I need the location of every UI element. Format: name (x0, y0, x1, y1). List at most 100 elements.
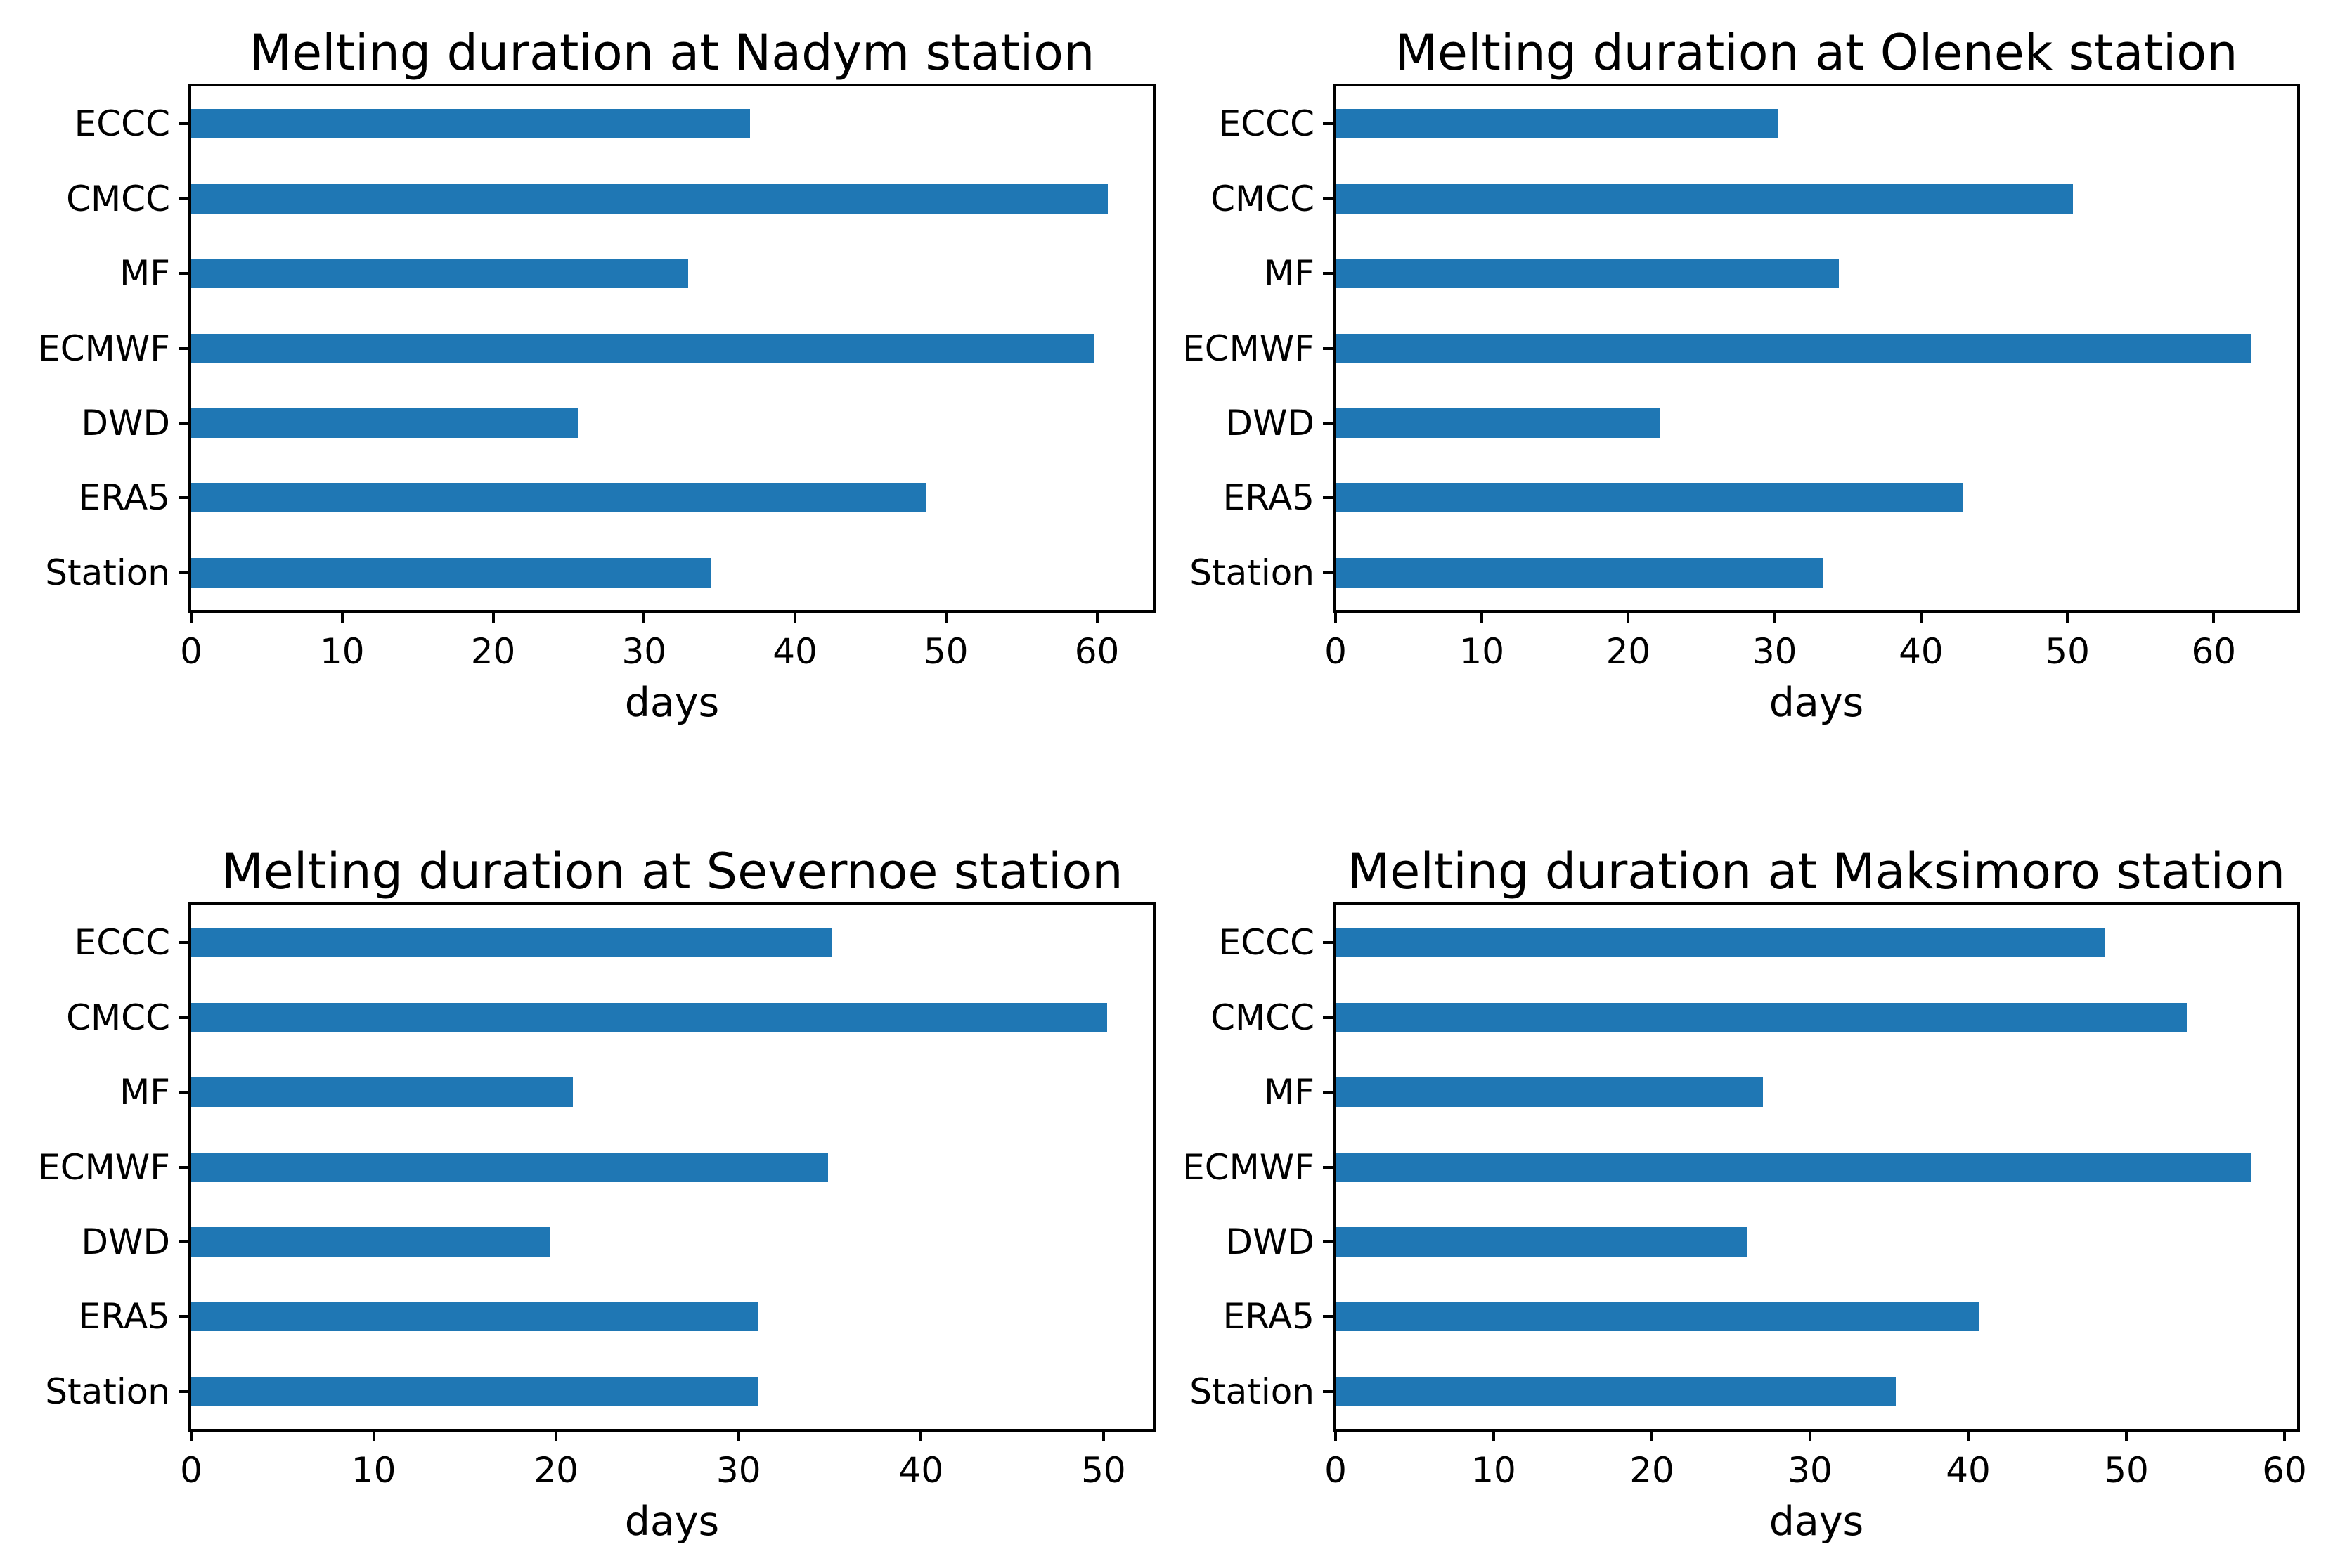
y-tick-mark (1323, 496, 1333, 500)
x-tick-label: 10 (1459, 631, 1505, 672)
y-tick-label-station: Station (45, 552, 170, 593)
y-tick-mark (179, 496, 188, 500)
y-tick-mark (1323, 346, 1333, 350)
x-tick-label: 30 (621, 631, 667, 672)
x-tick-mark (1334, 1432, 1337, 1441)
x-tick-label: 60 (1074, 631, 1120, 672)
chart-2: Melting duration at Olenek station ECCC CM… (1176, 0, 2352, 784)
x-tick-label: 50 (2045, 631, 2090, 672)
bar-ecmwf (191, 1152, 828, 1182)
y-tick-mark (179, 421, 188, 425)
y-tick-mark (1323, 571, 1333, 574)
y-tick-label-era5: ERA5 (78, 477, 170, 519)
y-tick-label-mf: MF (1264, 1072, 1314, 1113)
x-tick-label: 10 (1471, 1450, 1516, 1491)
x-tick-mark (642, 613, 646, 623)
y-tick-mark (1323, 1389, 1333, 1393)
y-tick-mark (179, 122, 188, 126)
bar-station (1336, 1376, 1896, 1406)
bar-mf (1336, 259, 1840, 289)
bar-cmcc (191, 183, 1108, 214)
x-tick-label: 0 (1324, 631, 1347, 672)
y-tick-mark (179, 346, 188, 350)
y-tick-label-mf: MF (119, 1072, 170, 1113)
y-tick-mark (179, 272, 188, 276)
x-tick-mark (1101, 1432, 1105, 1441)
x-axis-label: days (624, 1498, 720, 1545)
x-tick-mark (1773, 613, 1776, 623)
y-tick-label-dwd: DWD (1225, 402, 1314, 443)
x-tick-label: 30 (1752, 631, 1797, 672)
y-tick-label-cmcc: CMCC (66, 178, 170, 219)
plot-area (1333, 84, 2300, 613)
x-tick-label: 20 (470, 631, 516, 672)
y-tick-label-cmcc: CMCC (66, 997, 170, 1038)
y-tick-mark (179, 941, 188, 945)
x-tick-label: 0 (180, 631, 202, 672)
chart-title: Melting duration at Olenek station (1395, 24, 2238, 82)
y-tick-label-eccc: ECCC (74, 103, 170, 145)
x-tick-mark (1650, 1432, 1653, 1441)
x-tick-mark (2212, 613, 2216, 623)
y-tick-mark (179, 197, 188, 200)
x-tick-mark (2066, 613, 2069, 623)
bar-era5 (1336, 483, 1964, 513)
x-tick-mark (190, 613, 193, 623)
y-tick-label-dwd: DWD (81, 402, 170, 443)
chart-3: Melting duration at Severnoe station ECCC… (0, 784, 1176, 1567)
x-tick-label: 50 (923, 631, 969, 672)
y-tick-mark (1323, 1016, 1333, 1019)
y-tick-mark (179, 571, 188, 574)
x-tick-label: 50 (2104, 1450, 2149, 1491)
y-tick-mark (1323, 1315, 1333, 1318)
plot-area (1333, 902, 2300, 1432)
y-tick-label-station: Station (1189, 552, 1314, 593)
y-tick-mark (1323, 421, 1333, 425)
x-tick-mark (340, 613, 344, 623)
y-tick-label-ecmwf: ECMWF (38, 328, 170, 369)
y-tick-label-station: Station (45, 1371, 170, 1412)
y-tick-mark (179, 1165, 188, 1169)
x-tick-label: 50 (1081, 1450, 1126, 1491)
x-axis-label: days (1769, 1498, 1864, 1545)
x-tick-mark (190, 1432, 193, 1441)
x-tick-mark (1480, 613, 1484, 623)
x-tick-label: 40 (1946, 1450, 1991, 1491)
bar-cmcc (191, 1002, 1108, 1032)
y-tick-mark (1323, 941, 1333, 945)
y-tick-mark (1323, 1240, 1333, 1243)
bar-eccc (1336, 928, 2105, 958)
x-tick-label: 0 (180, 1450, 202, 1491)
bar-era5 (191, 483, 926, 513)
y-tick-mark (179, 1016, 188, 1019)
bar-station (191, 557, 711, 588)
y-tick-mark (1323, 122, 1333, 126)
bar-eccc (191, 928, 832, 958)
x-tick-label: 20 (534, 1450, 579, 1491)
bar-ecmwf (1336, 1152, 2251, 1182)
y-tick-mark (1323, 1165, 1333, 1169)
bar-station (1336, 557, 1823, 588)
bar-era5 (191, 1302, 759, 1332)
x-tick-mark (1334, 613, 1337, 623)
bar-dwd (191, 408, 578, 438)
x-tick-label: 20 (1605, 631, 1651, 672)
y-tick-label-era5: ERA5 (1222, 477, 1314, 519)
chart-1: Melting duration at Nadym station ECCC CMC… (0, 0, 1176, 784)
x-tick-label: 10 (319, 631, 365, 672)
x-tick-mark (944, 613, 948, 623)
bar-era5 (1336, 1302, 1979, 1332)
bar-dwd (1336, 1226, 1747, 1257)
y-tick-label-cmcc: CMCC (1210, 178, 1314, 219)
plot-area (188, 902, 1156, 1432)
chart-4: Melting duration at Maksimoro station ECC… (1176, 784, 2352, 1567)
x-tick-mark (1809, 1432, 1811, 1441)
y-tick-label-dwd: DWD (1225, 1221, 1314, 1262)
y-tick-label-ecmwf: ECMWF (1182, 328, 1314, 369)
bar-mf (191, 1077, 573, 1108)
x-tick-mark (1492, 1432, 1495, 1441)
bar-ecmwf (1336, 333, 2252, 363)
x-tick-label: 30 (1788, 1450, 1833, 1491)
x-tick-mark (919, 1432, 923, 1441)
